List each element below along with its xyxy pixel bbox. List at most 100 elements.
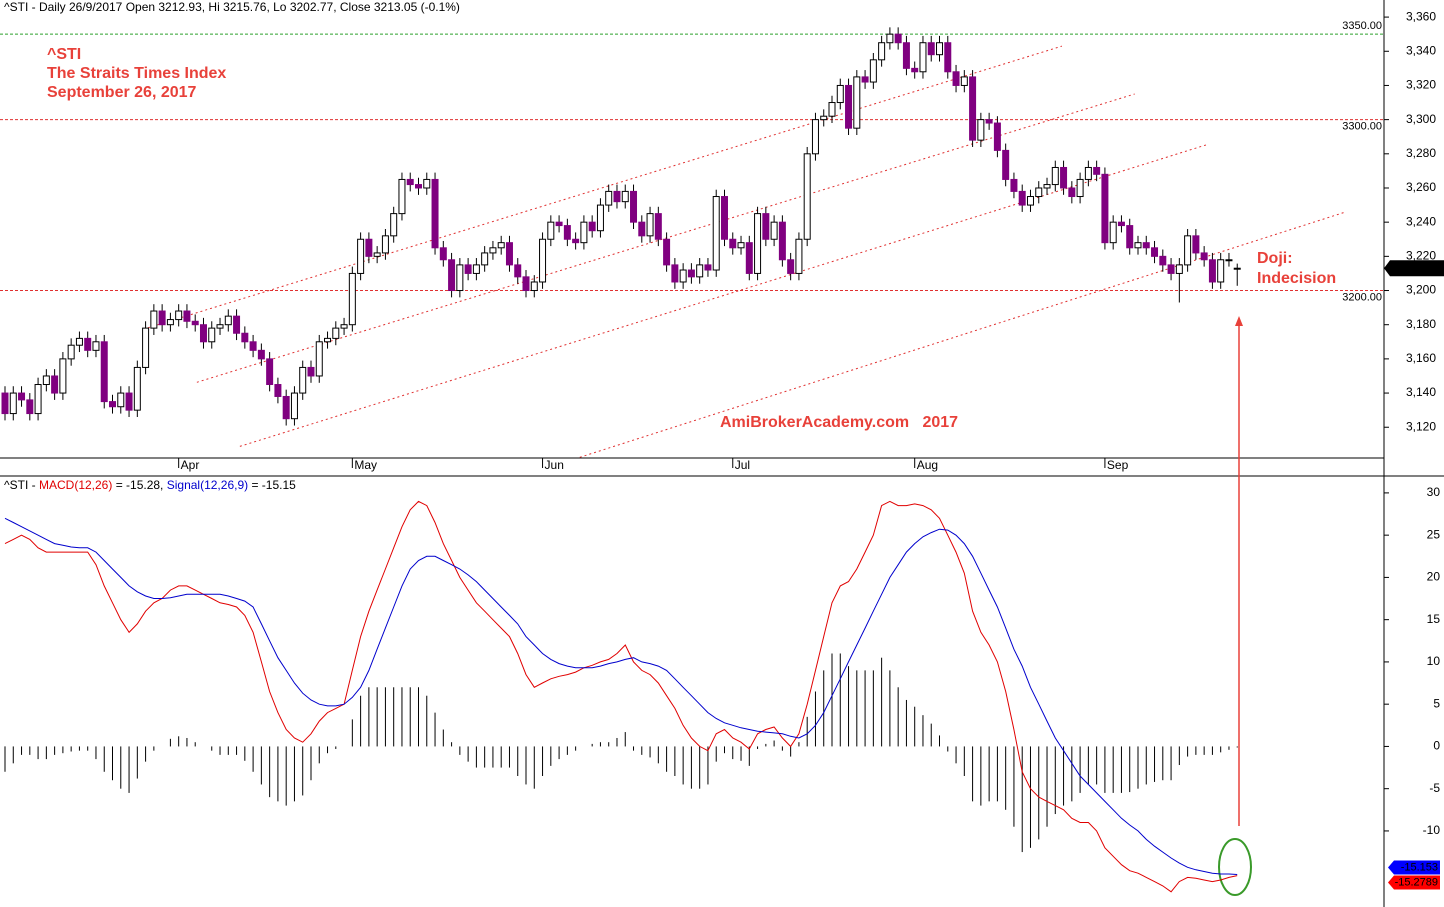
- macd-line: [4, 500, 1238, 893]
- candle-body: [1142, 242, 1150, 249]
- candle-body: [1225, 259, 1233, 262]
- candle-body: [687, 269, 695, 278]
- candle-body: [489, 247, 497, 254]
- y-tick-label: 3,360: [1406, 9, 1436, 23]
- candle-body: [993, 122, 1001, 151]
- candle-body: [117, 392, 125, 408]
- y-tick-label: 3,260: [1406, 180, 1436, 194]
- candle-body: [762, 213, 770, 240]
- candle-body: [845, 84, 853, 129]
- level-label: 3300.00: [1342, 121, 1382, 133]
- candle-body: [1093, 166, 1101, 175]
- y-tick-label: 3,200: [1406, 283, 1436, 297]
- candle-body: [390, 213, 398, 237]
- candle-body: [745, 242, 753, 274]
- macd-line: [4, 517, 1238, 875]
- y-tick-label: 15: [1427, 612, 1441, 626]
- chart-title: ^STI - Daily 26/9/2017 Open 3212.93, Hi …: [4, 0, 460, 14]
- y-tick-label: 0: [1433, 739, 1440, 753]
- callout: Indecision: [1257, 270, 1336, 287]
- candle-body: [977, 119, 985, 141]
- candle-body: [464, 264, 472, 274]
- candle-body: [547, 221, 555, 240]
- legend-entry: MACD(12,26): [39, 478, 112, 492]
- candle-body: [563, 225, 571, 240]
- candle-body: [1043, 184, 1051, 189]
- candle-body: [1002, 149, 1010, 180]
- y-tick-label: -5: [1429, 781, 1440, 795]
- price-tag-label: 3,213.05: [1394, 260, 1441, 274]
- candle-body: [1010, 178, 1018, 192]
- candle-body: [836, 84, 844, 104]
- candle-body: [224, 315, 232, 326]
- y-tick-label: 3,340: [1406, 43, 1436, 57]
- candle-body: [150, 310, 158, 329]
- candle-body: [1184, 235, 1192, 266]
- candle-body: [142, 327, 150, 368]
- candle-body: [729, 238, 737, 249]
- annotation: ^STI: [47, 46, 81, 63]
- candle-body: [580, 221, 588, 244]
- candle-body: [696, 264, 704, 278]
- candle-body: [166, 319, 174, 326]
- candle-body: [249, 341, 257, 351]
- candle-body: [588, 221, 596, 232]
- candle-body: [1208, 259, 1216, 283]
- candle-body: [299, 366, 307, 394]
- candle-body: [84, 337, 92, 351]
- candle-body: [878, 42, 886, 61]
- value-tag-label: -15.2789: [1395, 876, 1438, 888]
- x-tick-label: Jul: [735, 458, 750, 472]
- x-tick-label: Jun: [545, 458, 564, 472]
- value-tag: [1388, 860, 1440, 875]
- y-tick-label: 3,220: [1406, 249, 1436, 263]
- candle-body: [233, 315, 241, 334]
- readout: = -15.15: [251, 478, 296, 492]
- x-tick-label: Aug: [917, 458, 938, 472]
- candle-body: [290, 392, 298, 420]
- candle-body: [472, 264, 480, 274]
- candle-body: [481, 252, 489, 266]
- candle-body: [340, 324, 348, 329]
- candle-body: [985, 119, 993, 124]
- candle-body: [795, 238, 803, 274]
- candle-body: [439, 247, 447, 261]
- candle-body: [1175, 264, 1183, 274]
- candle-body: [803, 153, 811, 240]
- candle-body: [1126, 225, 1134, 249]
- candle-body: [919, 42, 927, 73]
- candle-body: [266, 358, 274, 386]
- candle-body: [1, 392, 9, 415]
- candle-body: [357, 238, 365, 274]
- candle-body: [514, 264, 522, 278]
- candle-body: [158, 310, 166, 326]
- candle-body: [630, 190, 638, 223]
- candle-body: [1060, 166, 1068, 189]
- candle-body: [1151, 247, 1159, 257]
- y-tick-label: 25: [1427, 527, 1441, 541]
- x-tick-label: Sep: [1107, 458, 1129, 472]
- candle-body: [9, 392, 17, 415]
- candle-body: [663, 238, 671, 266]
- candle-body: [1159, 255, 1167, 266]
- candle-body: [770, 221, 778, 240]
- x-tick-label: May: [354, 458, 377, 472]
- candle-body: [1167, 264, 1175, 274]
- level-label: 3350.00: [1342, 20, 1382, 32]
- candle-body: [497, 242, 505, 249]
- candle-body: [324, 337, 332, 343]
- y-tick-label: 3,280: [1406, 146, 1436, 160]
- candle-body: [51, 375, 59, 394]
- candle-body: [423, 178, 431, 189]
- macd-title: ^STI - MACD(12,26) = -15.28, Signal(12,2…: [4, 478, 296, 492]
- candle-body: [75, 337, 83, 346]
- candle-body: [960, 76, 968, 86]
- candle-body: [1134, 242, 1142, 249]
- candle-body: [42, 375, 50, 386]
- candle-body: [282, 395, 290, 420]
- candle-body: [307, 366, 315, 377]
- candle-body: [1018, 190, 1026, 206]
- candle-body: [373, 252, 381, 257]
